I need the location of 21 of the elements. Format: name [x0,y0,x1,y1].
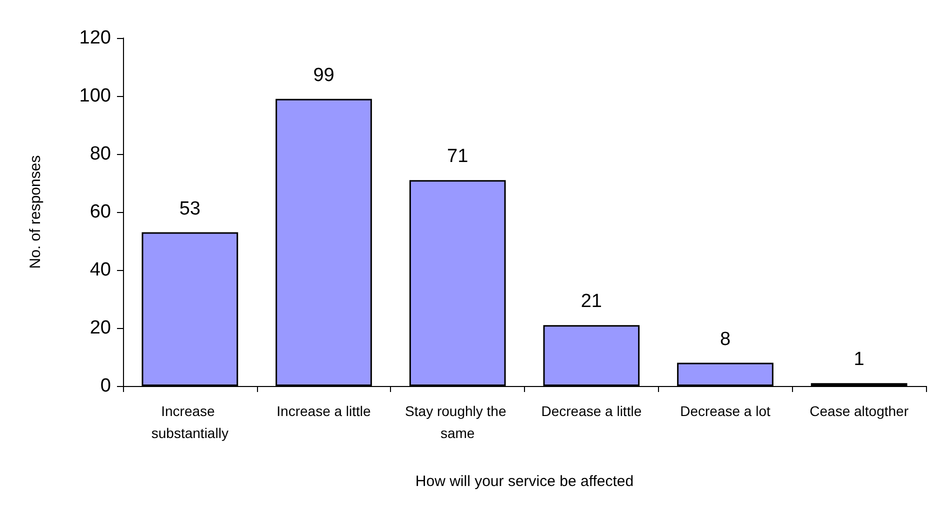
y-tick-label: 100 [79,86,111,106]
data-label: 99 [313,64,334,86]
x-tick-label: Increase a little [276,403,372,419]
x-tick-label: Stay roughly the same [405,403,510,441]
x-tick-label: Decrease a lot [680,403,770,419]
y-tick-label: 20 [90,318,111,338]
data-label: 53 [179,198,200,220]
data-label: 1 [854,349,864,370]
data-label: 8 [720,328,731,350]
y-tick-label: 60 [90,202,111,222]
x-tick-label: Increase substantially [151,403,228,441]
data-label: 71 [447,146,468,168]
y-tick-label: 40 [90,260,111,280]
x-tick-label: Decrease a little [541,403,642,419]
x-tick-label: Cease altogther [810,403,909,419]
y-tick-label: 0 [100,376,111,396]
data-label: 21 [580,291,602,312]
y-axis-title: No. of responses [27,155,44,269]
y-tick-label: 80 [90,144,111,164]
y-tick-label: 120 [79,28,111,48]
x-axis-title: How will your service be affected [415,473,634,490]
